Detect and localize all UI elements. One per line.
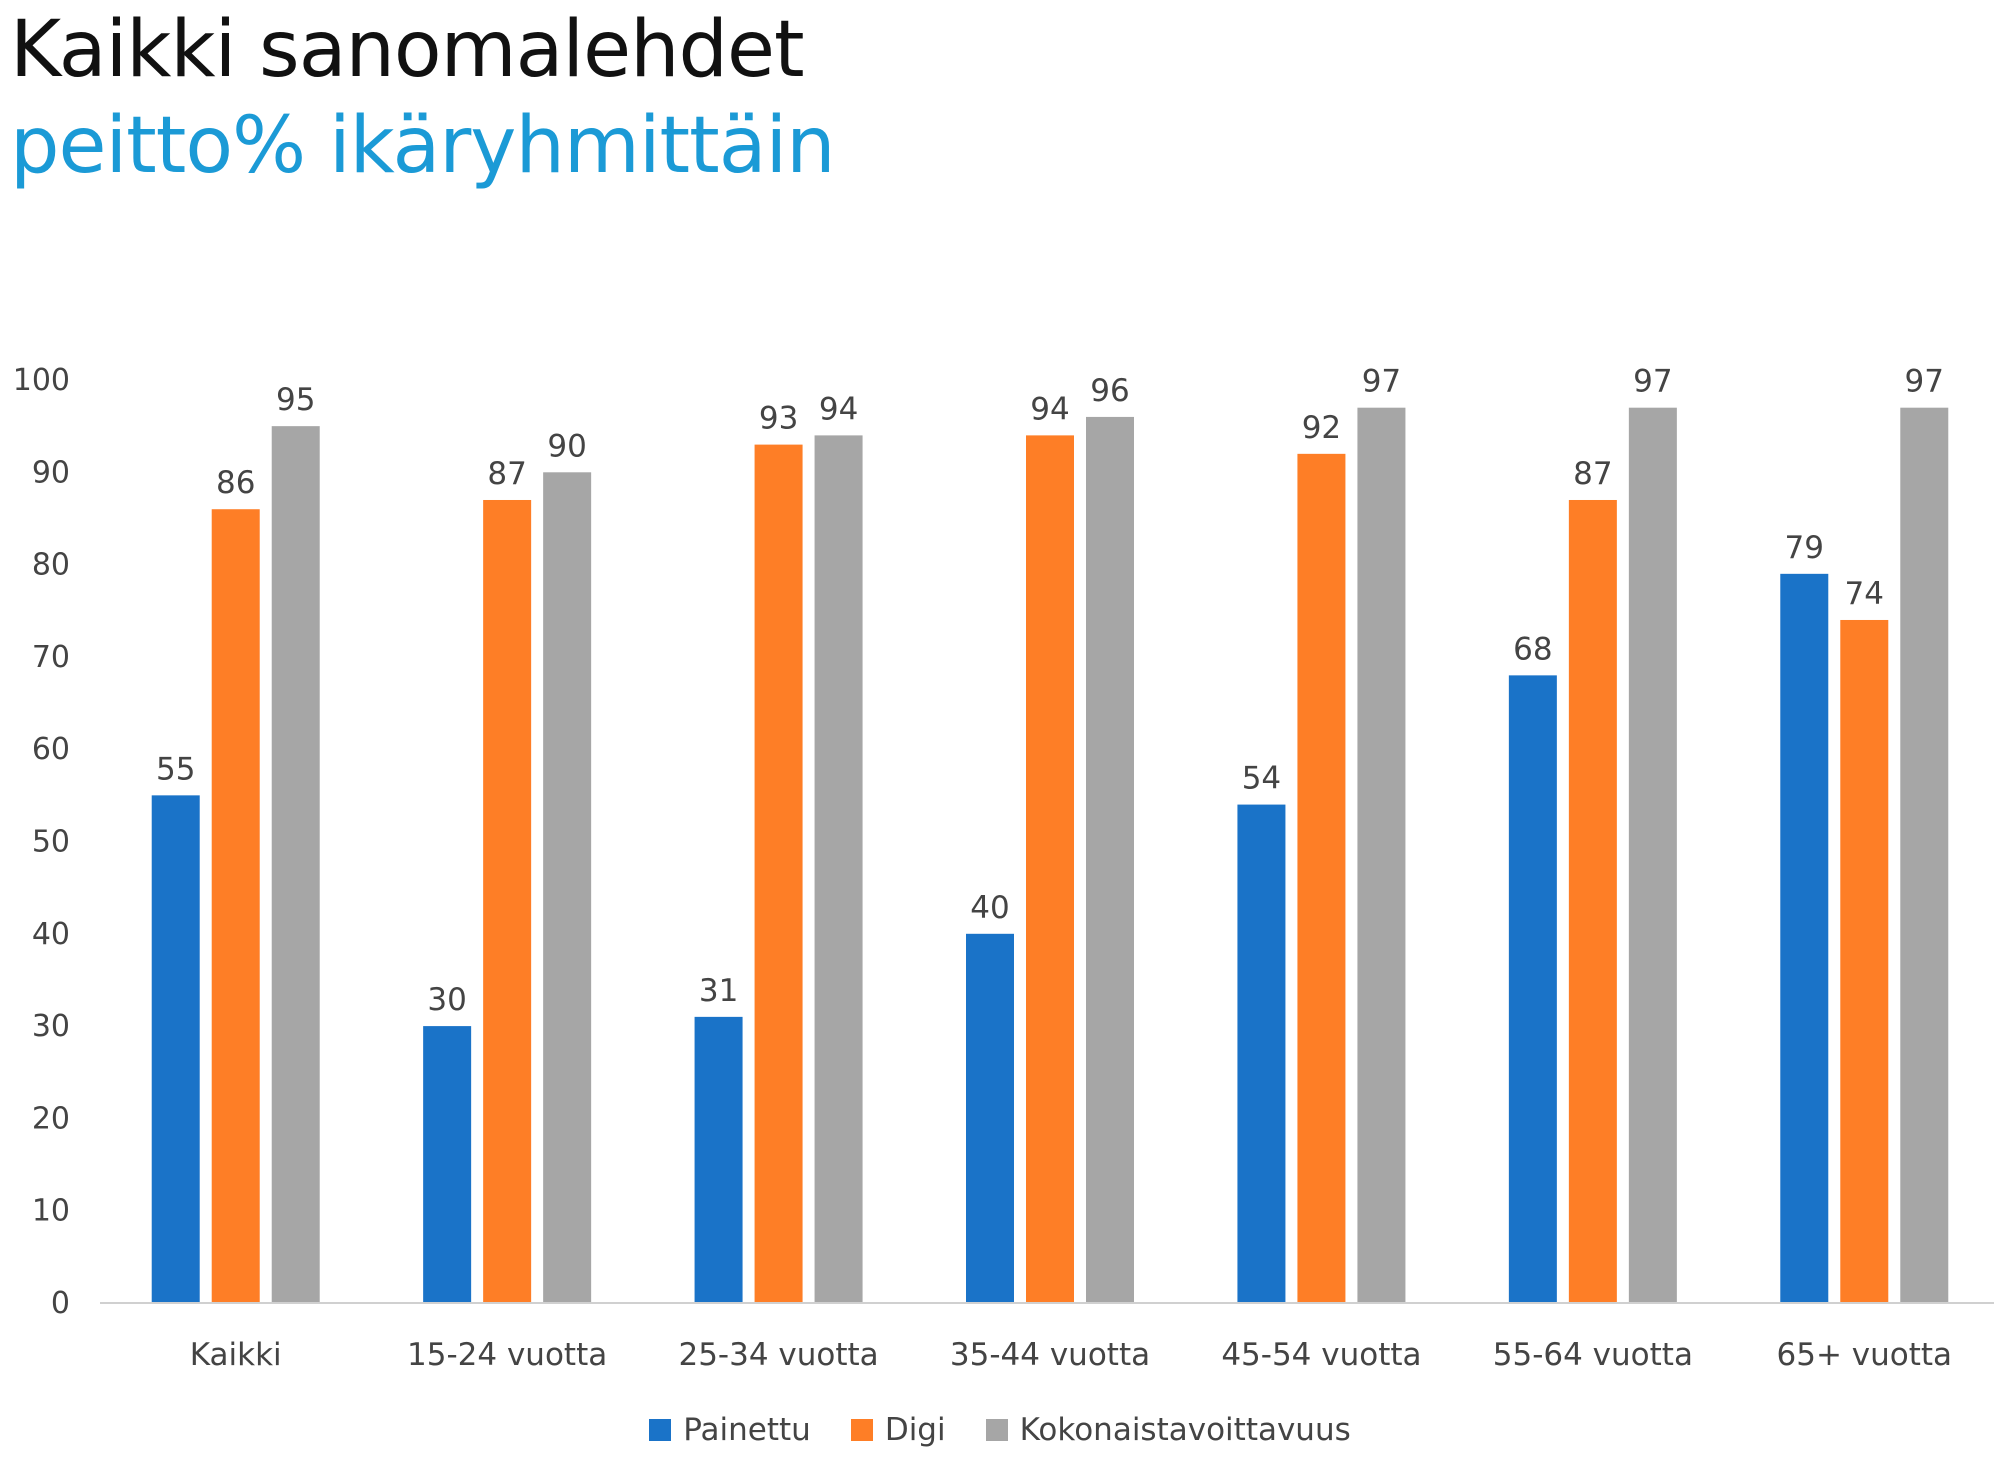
bar-painettu — [1780, 573, 1829, 1303]
chart-subtitle: peitto% ikäryhmittäin — [10, 101, 836, 191]
x-axis-categories: Kaikki 15-24 vuotta 25-34 vuotta 35-44 vuot… — [190, 1337, 1952, 1373]
bar-painettu — [423, 1026, 472, 1303]
x-category-label: 65+ vuotta — [1777, 1337, 1953, 1373]
data-label: 95 — [276, 382, 315, 418]
legend-label: Digi — [884, 1412, 946, 1448]
data-label: 92 — [1302, 410, 1341, 446]
bar-painettu — [1508, 675, 1557, 1303]
bar-painettu — [694, 1016, 743, 1303]
y-tick-label: 60 — [32, 732, 70, 767]
bar-digi — [1840, 619, 1889, 1303]
legend: Painettu Digi Kokonaistavoittavuus — [0, 1412, 2000, 1448]
data-label: 93 — [759, 401, 798, 437]
x-category-label: 25-34 vuotta — [678, 1337, 878, 1373]
bar-kokonaistavoittavuus — [1628, 407, 1677, 1303]
x-category-label: 15-24 vuotta — [407, 1337, 607, 1373]
data-label: 90 — [547, 428, 586, 464]
data-label: 86 — [216, 465, 255, 501]
x-category-label: 55-64 vuotta — [1493, 1337, 1693, 1373]
y-tick-label: 100 — [13, 363, 70, 398]
legend-label: Kokonaistavoittavuus — [1019, 1412, 1351, 1448]
bar-digi — [483, 499, 532, 1303]
legend-swatch — [850, 1419, 873, 1441]
y-axis-ticks: 0 10 20 30 40 50 60 70 80 90 100 — [13, 363, 70, 1321]
legend-label: Painettu — [683, 1412, 811, 1448]
y-tick-label: 80 — [32, 548, 70, 583]
data-label: 54 — [1242, 761, 1281, 797]
data-label: 74 — [1845, 576, 1884, 612]
bar-kokonaistavoittavuus — [1086, 416, 1134, 1303]
bar-digi — [1568, 499, 1617, 1303]
x-category-label: Kaikki — [190, 1337, 282, 1373]
bar-digi — [1297, 453, 1346, 1304]
data-label: 31 — [699, 973, 738, 1009]
bar-painettu — [966, 933, 1014, 1303]
data-label: 40 — [970, 890, 1009, 926]
data-label: 94 — [819, 391, 858, 427]
data-label: 97 — [1362, 364, 1401, 400]
bars — [151, 407, 1949, 1304]
chart-title: Kaikki sanomalehdet — [10, 5, 805, 95]
x-category-label: 45-54 vuotta — [1221, 1337, 1421, 1373]
data-label: 79 — [1785, 530, 1824, 566]
data-label: 97 — [1633, 364, 1672, 400]
data-label: 55 — [156, 751, 195, 787]
legend-item: Kokonaistavoittavuus — [985, 1412, 1351, 1448]
data-label: 94 — [1030, 391, 1069, 427]
y-tick-label: 10 — [32, 1194, 70, 1229]
y-tick-label: 0 — [51, 1286, 70, 1321]
data-label: 87 — [487, 456, 526, 492]
bar-digi — [754, 444, 803, 1303]
y-tick-label: 40 — [32, 917, 70, 952]
data-label: 96 — [1090, 373, 1129, 409]
legend-item: Digi — [850, 1412, 946, 1448]
data-label: 87 — [1573, 456, 1612, 492]
legend-swatch — [649, 1419, 672, 1441]
bar-painettu — [1237, 804, 1286, 1303]
bar-kokonaistavoittavuus — [1357, 407, 1406, 1303]
bar-kokonaistavoittavuus — [814, 435, 863, 1303]
y-tick-label: 90 — [32, 455, 70, 490]
bar-digi — [1026, 435, 1074, 1303]
data-label: 30 — [427, 982, 466, 1018]
bar-kokonaistavoittavuus — [1900, 407, 1949, 1303]
y-tick-label: 30 — [32, 1009, 70, 1044]
y-tick-label: 50 — [32, 825, 70, 860]
y-tick-label: 70 — [32, 640, 70, 675]
bar-digi — [211, 509, 260, 1304]
data-label: 68 — [1513, 631, 1552, 667]
bar-kokonaistavoittavuus — [271, 426, 320, 1303]
legend-swatch — [985, 1419, 1008, 1441]
data-labels: 55 86 95 30 87 90 31 93 94 40 94 96 54 92 97 68 87 97 79 74… — [156, 364, 1944, 1018]
bar-kokonaistavoittavuus — [543, 472, 592, 1303]
y-tick-label: 20 — [32, 1101, 70, 1136]
x-category-label: 35-44 vuotta — [950, 1337, 1150, 1373]
bar-painettu — [151, 795, 200, 1303]
legend-item: Painettu — [649, 1412, 811, 1448]
data-label: 97 — [1905, 364, 1944, 400]
